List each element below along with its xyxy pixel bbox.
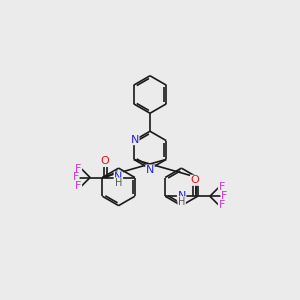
Text: N: N (146, 165, 154, 175)
Text: F: F (73, 172, 79, 182)
Text: F: F (221, 191, 227, 201)
Text: F: F (75, 164, 82, 174)
Text: O: O (101, 157, 110, 166)
Text: H: H (178, 197, 185, 207)
Text: N: N (114, 172, 122, 182)
Text: N: N (178, 191, 186, 201)
Text: F: F (75, 181, 82, 191)
Text: H: H (115, 178, 122, 188)
Text: O: O (190, 175, 199, 185)
Text: N: N (130, 135, 139, 145)
Text: F: F (218, 182, 225, 193)
Text: F: F (218, 200, 225, 210)
